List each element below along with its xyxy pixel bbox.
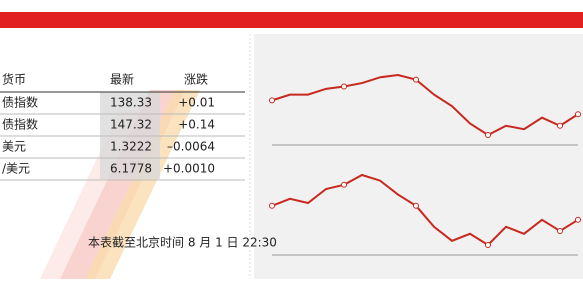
cell: 债指数 bbox=[2, 95, 38, 110]
footer: 本表截至北京时间 8 月 1 日 22:30 bbox=[88, 236, 277, 250]
cell: 138.33 bbox=[110, 96, 152, 110]
cell: –0.0064 bbox=[167, 140, 215, 154]
marker bbox=[342, 182, 347, 187]
marker bbox=[576, 217, 581, 222]
header-cell: 货币 bbox=[2, 72, 26, 87]
header-cell: 最新 bbox=[110, 72, 134, 87]
marker bbox=[558, 123, 563, 128]
cell: +0.01 bbox=[178, 96, 215, 110]
cell: 147.32 bbox=[110, 118, 152, 132]
marker bbox=[270, 98, 275, 103]
marker bbox=[558, 229, 563, 234]
marker bbox=[576, 112, 581, 117]
marker bbox=[414, 77, 419, 82]
cell: /美元 bbox=[2, 162, 30, 176]
red-band bbox=[0, 12, 583, 28]
cell: +0.14 bbox=[178, 118, 215, 132]
cell: 美元 bbox=[2, 140, 26, 154]
marker bbox=[342, 84, 347, 89]
marker bbox=[414, 203, 419, 208]
page: 本表截至北京时间 8 月 1 日 22:30 货币 最新 涨跌债指数 138.33 +0… bbox=[0, 0, 583, 279]
cell: 6.1778 bbox=[110, 162, 152, 176]
header-cell: 涨跌 bbox=[184, 72, 208, 87]
cell: 债指数 bbox=[2, 117, 38, 132]
marker bbox=[486, 133, 491, 138]
cell: 1.3222 bbox=[110, 140, 152, 154]
cell: +0.0010 bbox=[163, 162, 215, 176]
marker bbox=[270, 203, 275, 208]
marker bbox=[486, 243, 491, 248]
chart-panel bbox=[254, 34, 583, 279]
